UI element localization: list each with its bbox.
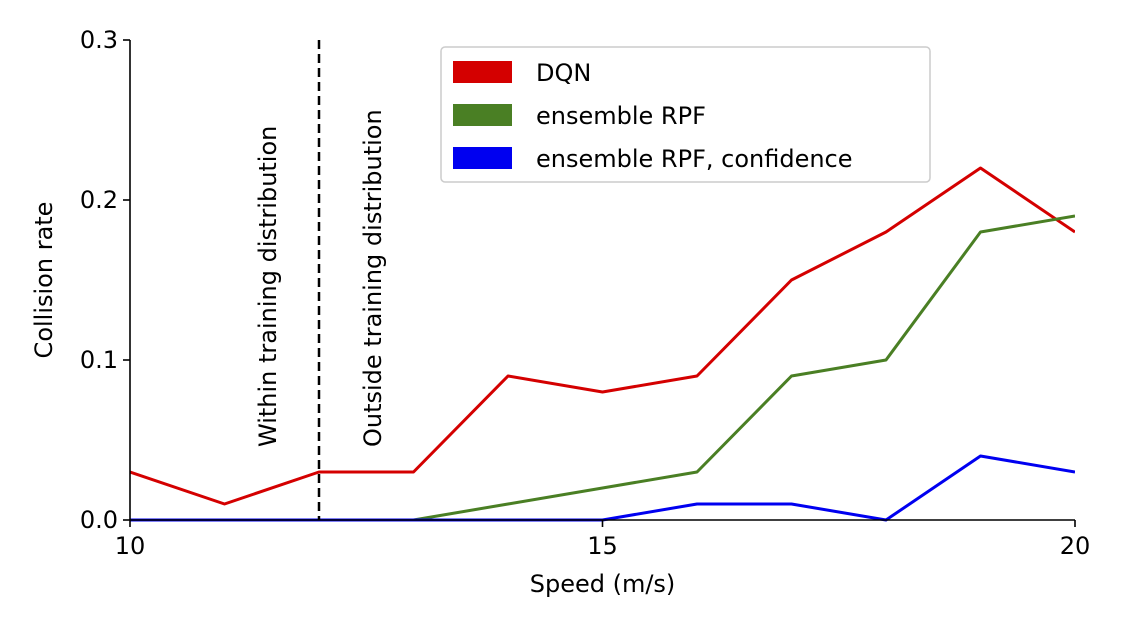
y-tick-label: 0.1 xyxy=(80,346,118,374)
outside-distribution-label: Outside training distribution xyxy=(359,109,387,447)
legend-swatch xyxy=(453,61,512,83)
series-line-1 xyxy=(130,166,1075,506)
y-tick-label: 0.0 xyxy=(80,506,118,534)
x-tick-label: 10 xyxy=(115,532,146,560)
legend: DQN ensemble RPF ensemble RPF, confidence xyxy=(440,46,931,183)
x-tick-label: 20 xyxy=(1060,532,1091,560)
legend-swatch xyxy=(453,147,512,169)
legend-swatch xyxy=(453,104,512,126)
legend-label: ensemble RPF xyxy=(536,102,706,130)
legend-label: DQN xyxy=(536,59,591,87)
x-tick-label: 15 xyxy=(587,532,618,560)
axes-layer: 0.0 0.1 0.2 0.3 10 15 20 xyxy=(80,26,1090,560)
within-distribution-label: Within training distribution xyxy=(254,126,282,447)
legend-frame xyxy=(440,46,931,183)
y-tick-label: 0.2 xyxy=(80,186,118,214)
annotation-layer: Within training distribution Outside trai… xyxy=(254,40,387,520)
x-axis-title: Speed (m/s) xyxy=(530,570,676,598)
y-axis-title: Collision rate xyxy=(30,202,58,359)
legend-label: ensemble RPF, confidence xyxy=(536,145,853,173)
y-tick-label: 0.3 xyxy=(80,26,118,54)
